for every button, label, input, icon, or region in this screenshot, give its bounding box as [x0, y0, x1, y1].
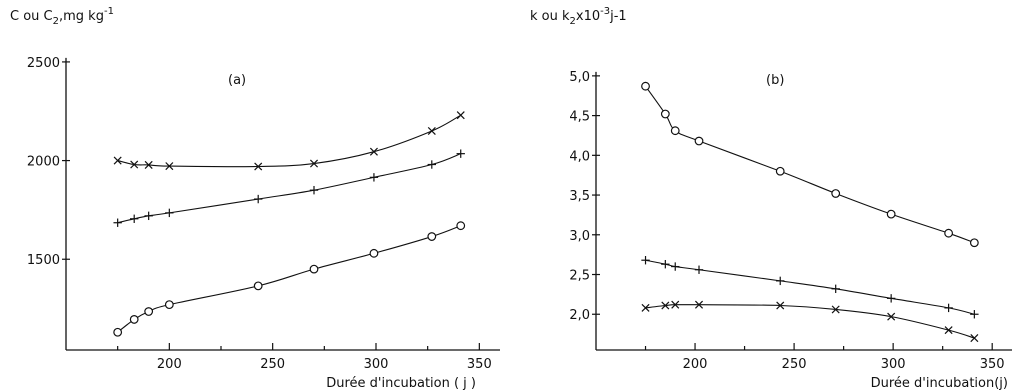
data-point-circle	[944, 228, 954, 238]
data-point-circle	[129, 315, 139, 324]
data-point-circle	[369, 248, 379, 258]
series-line-o	[645, 85, 975, 244]
data-point-cross	[944, 326, 953, 335]
data-point-circle	[670, 126, 680, 136]
data-point-plus	[165, 208, 174, 218]
data-point-cross	[254, 162, 263, 171]
data-point-circle	[253, 281, 263, 291]
data-point-plus	[369, 173, 379, 182]
panel-b-plot: 200 250 300 350 2,0 2,5 3,0 3,5 4,0 4,5 5,0	[569, 70, 1012, 372]
data-point-cross	[887, 312, 896, 321]
data-point-cross	[144, 160, 153, 169]
data-point-circle	[144, 307, 154, 316]
x-tick-label: 200	[157, 357, 182, 372]
data-point-cross	[970, 334, 979, 343]
data-point-circle	[113, 327, 123, 337]
data-point-cross	[369, 147, 378, 156]
data-point-circle	[831, 189, 841, 198]
panel-a-xlabel: Durée d'incubation ( j )	[326, 376, 476, 391]
series-line-x	[645, 304, 975, 339]
data-point-plus	[886, 294, 896, 303]
data-point-plus	[456, 149, 465, 158]
y-tick-label: 2,0	[569, 308, 590, 323]
y-tick-label: 1500	[27, 253, 60, 268]
data-point-plus	[113, 218, 122, 227]
data-point-cross	[641, 303, 650, 312]
series-line-o	[117, 225, 461, 333]
x-tick-label: 200	[683, 357, 708, 372]
y-tick-label: 2500	[27, 56, 60, 71]
panel-a-label: (a)	[228, 73, 246, 88]
data-point-circle	[641, 81, 650, 91]
data-point-circle	[164, 300, 174, 310]
data-point-circle	[886, 209, 896, 219]
data-point-cross	[831, 305, 840, 314]
y-tick-label: 3,0	[569, 229, 590, 244]
data-point-cross	[694, 300, 704, 309]
data-point-plus	[970, 310, 979, 319]
panel-b-label: (b)	[766, 73, 784, 88]
data-point-plus	[130, 214, 139, 223]
data-point-circle	[309, 264, 319, 274]
data-point-plus	[694, 265, 704, 274]
data-point-circle	[694, 136, 704, 146]
data-point-plus	[661, 259, 670, 269]
data-point-plus	[309, 185, 319, 195]
x-tick-label: 250	[782, 357, 807, 372]
panel-b-xlabel: Durée d'incubation(j)	[871, 376, 1008, 391]
panel-b-ylabel: k ou k2x10-3j-1	[530, 6, 627, 27]
x-tick-label: 300	[364, 357, 389, 372]
data-point-plus	[641, 256, 650, 265]
data-point-plus	[254, 194, 263, 204]
y-tick-label: 3,5	[569, 189, 590, 204]
data-point-circle	[427, 232, 437, 241]
series-line-x	[117, 114, 461, 168]
x-tick-label: 250	[260, 357, 285, 372]
data-point-cross	[456, 111, 465, 120]
data-point-circle	[456, 221, 466, 231]
data-point-circle	[660, 109, 670, 119]
data-point-plus	[944, 303, 953, 313]
y-tick-label: 2,5	[569, 269, 590, 284]
x-tick-label: 350	[980, 357, 1005, 372]
data-point-cross	[661, 301, 670, 310]
data-point-cross	[776, 301, 785, 310]
data-point-cross	[671, 300, 680, 309]
data-point-cross	[113, 156, 122, 165]
series-line-+	[645, 259, 975, 315]
data-point-circle	[775, 166, 785, 176]
data-point-plus	[831, 284, 840, 294]
panel-a-plot: 200 250 300 350 1500 2000 2500	[27, 56, 500, 372]
data-point-plus	[427, 160, 436, 169]
x-tick-label: 350	[467, 357, 492, 372]
data-point-cross	[309, 159, 319, 168]
data-point-cross	[130, 160, 139, 169]
y-tick-label: 2000	[27, 155, 60, 170]
panel-a-ylabel: C ou C2,mg kg-1	[10, 6, 114, 27]
data-point-plus	[671, 262, 680, 271]
y-tick-label: 4,5	[569, 110, 590, 125]
data-point-plus	[144, 211, 153, 221]
data-point-plus	[776, 276, 785, 286]
data-point-circle	[969, 238, 979, 248]
y-tick-label: 4,0	[569, 149, 590, 164]
y-tick-label: 5,0	[569, 70, 590, 85]
data-point-cross	[427, 126, 436, 136]
x-tick-label: 300	[881, 357, 906, 372]
data-point-cross	[165, 162, 174, 171]
